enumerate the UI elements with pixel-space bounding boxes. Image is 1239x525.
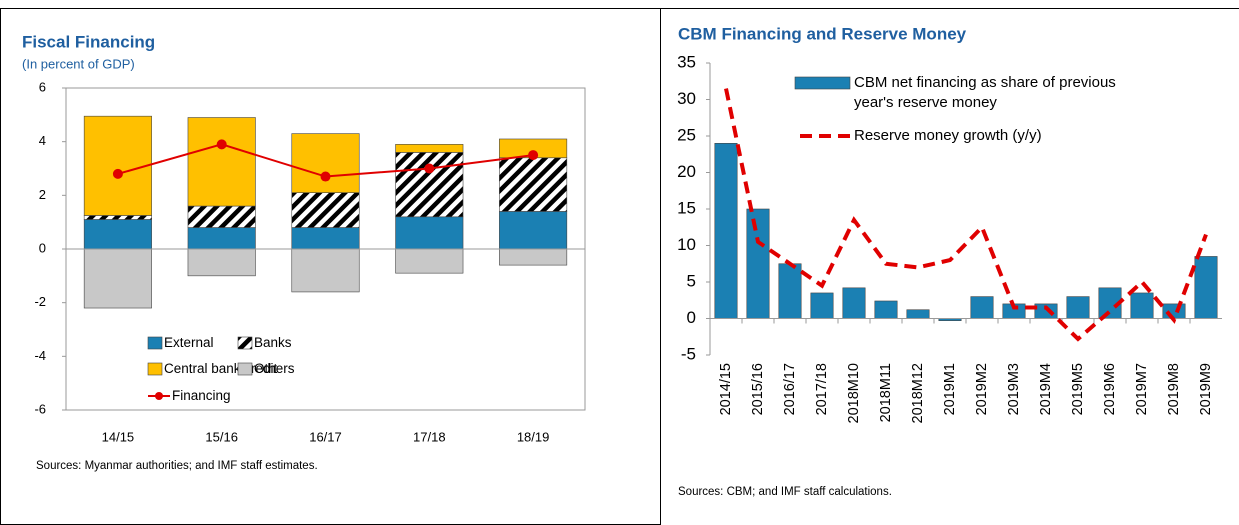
bar (874, 300, 898, 319)
x-tick-label: 2019M4 (1038, 363, 1054, 415)
bar (714, 143, 738, 319)
legend-label: Others (254, 361, 295, 376)
y-tick-label: 2 (39, 187, 46, 202)
bar (395, 144, 464, 153)
y-tick-label: 25 (677, 125, 696, 144)
bar (395, 216, 464, 250)
bar (187, 248, 256, 277)
y-tick-label: 0 (687, 308, 696, 327)
legend-swatch (147, 362, 163, 376)
bar (778, 263, 802, 319)
x-tick-label: 17/18 (413, 429, 446, 444)
bar (187, 227, 256, 250)
bar (499, 157, 568, 212)
bar (810, 292, 834, 319)
y-tick-label: -4 (34, 348, 46, 363)
bar (842, 287, 866, 319)
y-tick-label: 5 (687, 271, 696, 290)
x-tick-label: 2017/18 (814, 363, 830, 415)
bar (746, 208, 770, 319)
point (320, 171, 331, 182)
bar (83, 248, 152, 309)
y-tick-label: 6 (39, 79, 46, 94)
bar (291, 133, 360, 193)
y-tick-label: 35 (677, 52, 696, 71)
y-tick-label: 0 (39, 240, 46, 255)
chart-title: CBM Financing and Reserve Money (678, 24, 967, 43)
x-tick-label: 2019M6 (1102, 363, 1118, 415)
x-tick-label: 2019M9 (1198, 363, 1214, 415)
x-tick-label: 18/19 (517, 429, 550, 444)
x-tick-label: 2019M1 (942, 363, 958, 415)
legend-box: Others (254, 361, 295, 376)
x-tick-label: 2018M11 (878, 363, 894, 422)
legend-swatch (237, 362, 253, 376)
y-tick-label: 4 (39, 133, 46, 148)
legend-box: CBM net financing as share of previous y… (854, 74, 1116, 111)
bar (1194, 256, 1218, 319)
x-tick-label: 2019M8 (1166, 363, 1182, 415)
legend-box: Reserve money growth (y/y) (854, 127, 1042, 144)
legend-label: Reserve money growth (y/y) (854, 127, 1042, 144)
source-note: Sources: Myanmar authorities; and IMF st… (36, 460, 318, 472)
bar (291, 227, 360, 250)
x-tick-label: 15/16 (205, 429, 238, 444)
x-tick-label: 2018M12 (910, 363, 926, 423)
legend-point (155, 392, 163, 400)
legend-swatch (237, 336, 253, 350)
point (112, 168, 123, 179)
legend-swatch (147, 336, 163, 350)
point (424, 163, 435, 174)
bar (395, 152, 464, 218)
chart-subtitle: (In percent of GDP) (22, 56, 135, 71)
y-tick-label: -2 (34, 294, 46, 309)
bar (395, 248, 464, 274)
legend-label: CBM net financing as share of previous y… (854, 74, 1116, 111)
bar (970, 296, 994, 319)
x-tick-label: 2016/17 (782, 363, 798, 415)
line (724, 88, 1208, 342)
bar (291, 192, 360, 228)
x-tick-label: 2014/15 (718, 363, 734, 415)
x-tick-label: 2019M7 (1134, 363, 1150, 415)
bar (83, 215, 152, 220)
chart-title: Fiscal Financing (22, 32, 155, 51)
y-tick-label: 10 (677, 235, 696, 254)
x-tick-label: 2019M2 (974, 363, 990, 415)
bar (499, 248, 568, 266)
bar (83, 115, 152, 216)
bar (187, 117, 256, 207)
point (528, 150, 539, 161)
bar (187, 205, 256, 228)
x-tick-label: 2015/16 (750, 363, 766, 415)
x-tick-label: 2019M3 (1006, 363, 1022, 415)
y-tick-label: 15 (677, 198, 696, 217)
bar (83, 219, 152, 250)
legend-label: Banks (254, 335, 292, 350)
legend-box: Financing (172, 388, 231, 403)
point (216, 139, 227, 150)
bar (499, 211, 568, 250)
x-tick-label: 2018M10 (846, 363, 862, 423)
y-tick-label: -5 (681, 344, 696, 363)
x-tick-label: 16/17 (309, 429, 342, 444)
y-tick-label: 20 (677, 162, 696, 181)
bar (1130, 292, 1154, 319)
legend-box: External (164, 335, 214, 350)
y-tick-label: -6 (34, 401, 46, 416)
x-tick-label: 14/15 (102, 429, 135, 444)
legend-label: Financing (172, 388, 231, 403)
source-note: Sources: CBM; and IMF staff calculations… (678, 486, 892, 498)
legend-swatch (794, 76, 851, 90)
x-tick-label: 2019M5 (1070, 363, 1086, 415)
bar (1162, 303, 1186, 319)
legend-label: External (164, 335, 214, 350)
bar (1066, 296, 1090, 319)
bar (906, 309, 930, 319)
legend-box: Banks (254, 335, 292, 350)
bar (291, 248, 360, 293)
y-tick-label: 30 (677, 89, 696, 108)
